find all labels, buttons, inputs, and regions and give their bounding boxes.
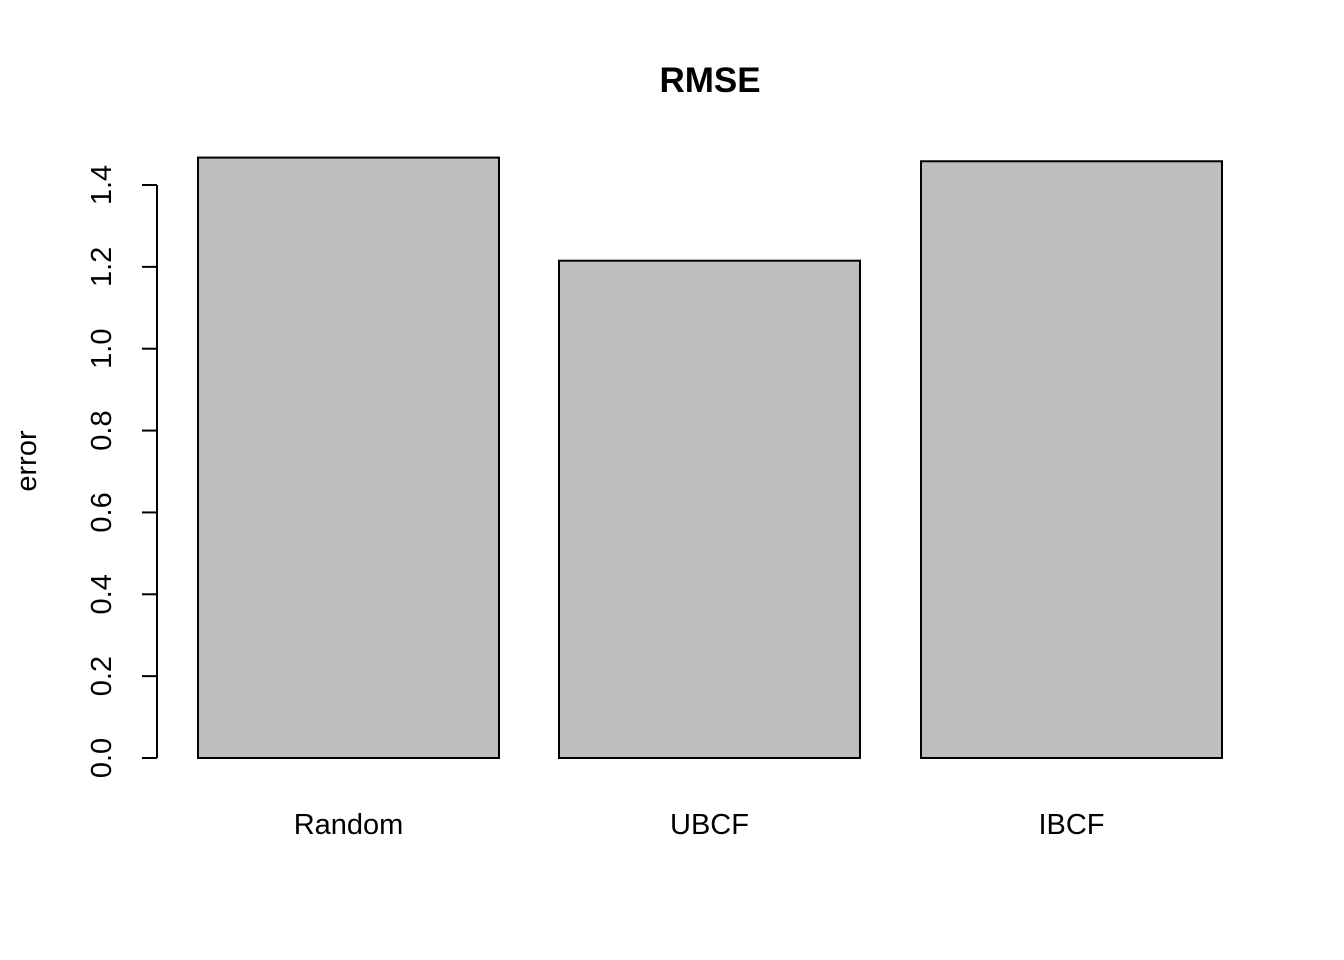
y-axis: 0.0 0.2 0.4 0.6 0.8 1.0 1.2 1.4 xyxy=(86,165,158,778)
y-tick-label: 0.4 xyxy=(86,574,118,614)
y-tick-label: 1.0 xyxy=(86,329,118,369)
y-tick-label: 0.8 xyxy=(86,410,118,450)
chart-title: RMSE xyxy=(659,61,760,100)
x-category-label-random: Random xyxy=(294,809,404,841)
x-category-label-ibcf: IBCF xyxy=(1038,809,1104,841)
x-category-label-ubcf: UBCF xyxy=(670,809,749,841)
y-tick-label: 0.0 xyxy=(86,738,118,778)
y-tick-label: 0.6 xyxy=(86,492,118,532)
bar-ibcf xyxy=(920,160,1223,760)
bars xyxy=(197,156,1223,760)
x-axis-labels: Random UBCF IBCF xyxy=(294,809,1105,841)
bar-ubcf xyxy=(558,259,861,759)
y-tick-label: 1.4 xyxy=(86,165,118,205)
y-tick-label: 1.2 xyxy=(86,247,118,287)
y-axis-label: error xyxy=(11,430,43,492)
bar-random xyxy=(197,156,500,759)
y-tick-label: 0.2 xyxy=(86,656,118,696)
